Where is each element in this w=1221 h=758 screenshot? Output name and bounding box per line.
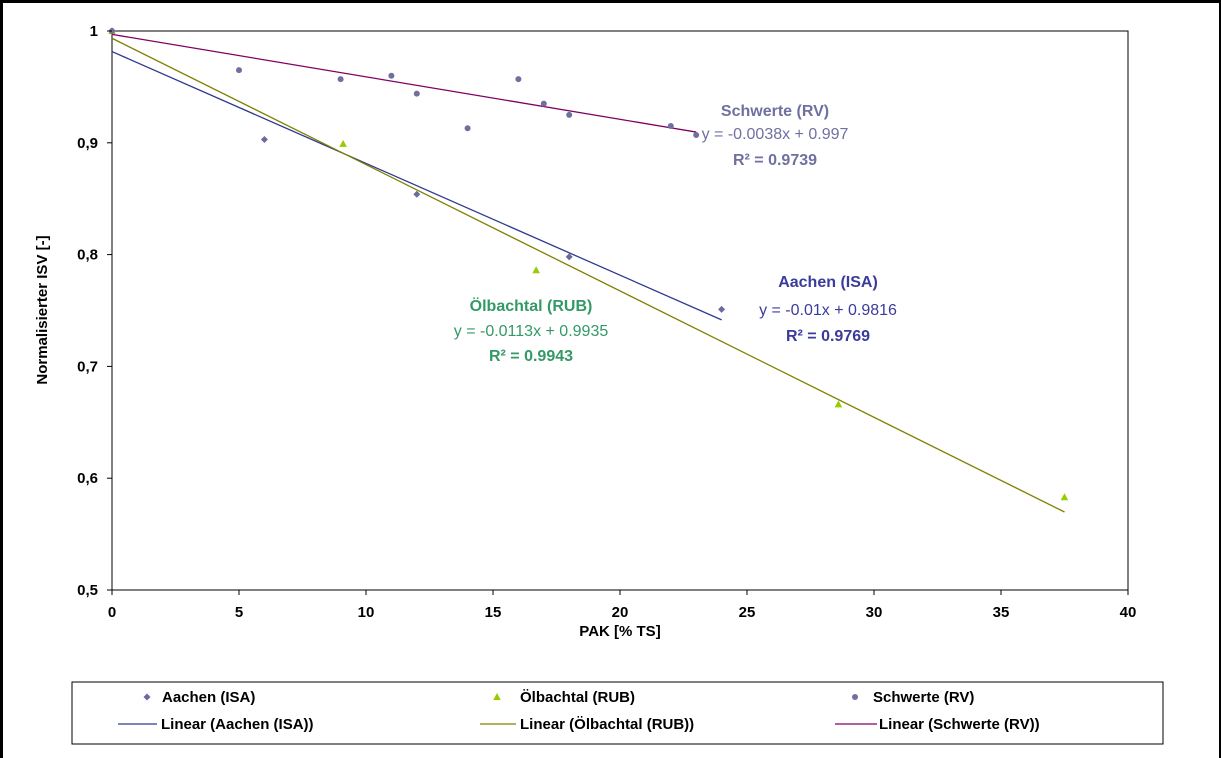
data-point-olbachtal-rub: [532, 266, 540, 274]
y-tick-label: 1: [90, 23, 98, 40]
data-point-aachen-isa: [413, 190, 421, 198]
data-point-olbachtal-rub: [1060, 493, 1069, 501]
data-point-aachen-isa: [718, 305, 726, 313]
data-point-schwerte-rv: [236, 67, 242, 74]
legend-entries: Aachen (ISA) Linear (Aachen (ISA)) Ölbacht…: [118, 689, 1040, 733]
legend-marker-olbachtal-rub: [493, 693, 501, 700]
legend-label-olbachtal-rub: Ölbachtal (RUB): [520, 689, 635, 706]
data-point-schwerte-rv: [337, 76, 344, 83]
y-axis-ticks: 0,5 0,6 0,7 0,8 0,9 1: [77, 23, 112, 599]
data-point-aachen-isa: [260, 135, 268, 143]
annotation-aachen-r2: R² = 0.9769: [786, 328, 870, 345]
x-tick-label: 30: [866, 604, 883, 621]
y-tick-label: 0,5: [77, 582, 98, 599]
legend-trend-label-olbachtal-rub: Linear (Ölbachtal (RUB)): [520, 716, 694, 733]
x-axis-ticks: 0 5 10 15 20 25 30 35 40: [108, 590, 1137, 621]
point-layer: [108, 27, 1069, 501]
legend-marker-schwerte-rv: [852, 694, 858, 700]
y-tick-label: 0,9: [77, 135, 98, 152]
annotation-aachen-equation: y = -0.01x + 0.9816: [759, 302, 897, 319]
annotation-schwerte: Schwerte (RV) y = -0.0038x + 0.997 R² = …: [702, 103, 849, 169]
y-tick-label: 0,7: [77, 358, 98, 375]
legend-box: [71, 681, 1164, 745]
legend: Aachen (ISA) Linear (Aachen (ISA)) Ölbacht…: [71, 681, 1164, 745]
trend-layer: [111, 33, 1065, 513]
x-tick-label: 20: [612, 604, 629, 621]
data-point-schwerte-rv: [464, 125, 471, 132]
data-point-schwerte-rv: [515, 76, 522, 83]
annotation-oelbachtal-r2: R² = 0.9943: [489, 348, 573, 365]
data-point-schwerte-rv: [667, 123, 674, 130]
annotation-oelbachtal: Ölbachtal (RUB) y = -0.0113x + 0.9935 R²…: [454, 296, 609, 365]
y-tick-label: 0,6: [77, 470, 98, 487]
trendline-schwerte-rv: [111, 33, 697, 133]
plot-area-border: [111, 30, 1129, 591]
x-tick-label: 35: [993, 604, 1010, 621]
annotation-oelbachtal-title: Ölbachtal (RUB): [470, 296, 593, 315]
legend-label-schwerte-rv: Schwerte (RV): [873, 689, 974, 706]
legend-trend-label-aachen-isa: Linear (Aachen (ISA)): [161, 716, 314, 733]
data-point-olbachtal-rub: [834, 400, 843, 408]
annotation-aachen: Aachen (ISA) y = -0.01x + 0.9816 R² = 0.…: [759, 274, 897, 345]
data-point-schwerte-rv: [693, 131, 700, 138]
annotation-schwerte-equation: y = -0.0038x + 0.997: [702, 126, 849, 143]
legend-label-aachen-isa: Aachen (ISA): [162, 689, 255, 706]
y-tick-label: 0,8: [77, 247, 98, 264]
data-point-schwerte-rv: [540, 100, 547, 107]
x-tick-label: 0: [108, 604, 116, 621]
trendline-aachen-isa: [111, 50, 722, 321]
x-tick-label: 5: [235, 604, 243, 621]
data-point-olbachtal-rub: [339, 139, 347, 147]
data-point-aachen-isa: [565, 253, 573, 261]
data-point-schwerte-rv: [566, 111, 573, 118]
y-axis-title: Normalisierter ISV [-]: [34, 235, 51, 384]
x-tick-label: 10: [358, 604, 375, 621]
annotation-oelbachtal-equation: y = -0.0113x + 0.9935: [454, 323, 609, 340]
legend-marker-aachen-isa: [143, 693, 151, 701]
x-axis-title: PAK [% TS]: [579, 623, 660, 640]
annotation-schwerte-r2: R² = 0.9739: [733, 152, 817, 169]
x-tick-label: 25: [739, 604, 756, 621]
trendline-olbachtal-rub: [111, 37, 1065, 513]
x-tick-label: 40: [1120, 604, 1137, 621]
legend-trend-label-schwerte-rv: Linear (Schwerte (RV)): [879, 716, 1040, 733]
data-point-schwerte-rv: [388, 72, 395, 79]
data-point-schwerte-rv: [413, 90, 420, 97]
x-tick-label: 15: [485, 604, 502, 621]
annotation-aachen-title: Aachen (ISA): [778, 274, 878, 291]
annotation-schwerte-title: Schwerte (RV): [721, 103, 829, 120]
